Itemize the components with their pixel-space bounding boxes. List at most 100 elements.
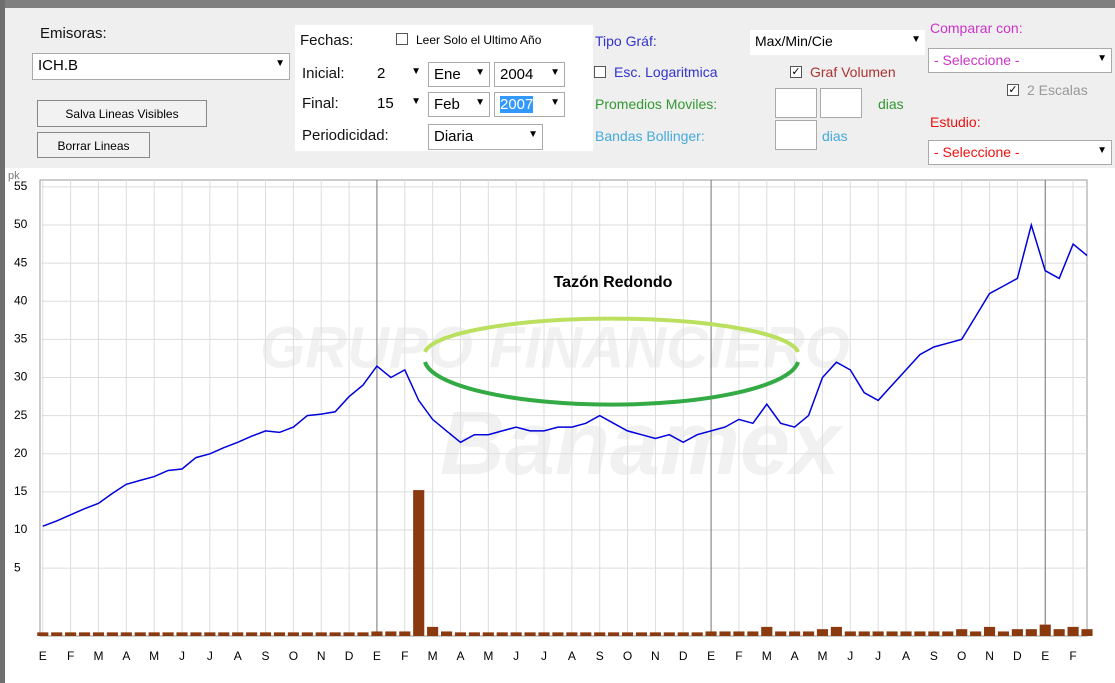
x-tick-label: E xyxy=(39,649,47,663)
x-tick-label: D xyxy=(345,649,354,663)
select-value: 2004 xyxy=(500,66,534,83)
volume-bar xyxy=(385,631,397,636)
select[interactable]: - Seleccione - ▼ xyxy=(928,140,1112,165)
input[interactable] xyxy=(775,88,817,118)
y-tick-label: 5 xyxy=(14,560,21,574)
select[interactable]: ICH.B ▼ xyxy=(32,53,290,80)
checkbox[interactable]: ✓ xyxy=(1007,84,1019,96)
checkbox[interactable]: ✓ xyxy=(790,66,802,78)
x-tick-label: N xyxy=(651,649,660,663)
x-tick-label: M xyxy=(149,649,159,663)
label: Fechas: xyxy=(300,32,354,49)
volume-bar xyxy=(218,632,230,636)
volume-bar xyxy=(900,631,912,636)
volume-bar xyxy=(621,632,634,636)
watermark: GRUPO FINANCIERO xyxy=(260,315,850,380)
volume-bar xyxy=(691,632,703,636)
button[interactable]: Salva Lineas Visibles xyxy=(37,100,207,127)
volume-bar xyxy=(663,632,675,636)
input[interactable] xyxy=(775,120,817,150)
select[interactable]: - Seleccione - ▼ xyxy=(928,48,1112,73)
volume-bar xyxy=(287,632,299,636)
checkbox[interactable] xyxy=(396,33,408,45)
x-tick-label: J xyxy=(541,649,547,663)
bowl-bottom xyxy=(423,361,800,407)
select-value: Diaria xyxy=(434,128,474,145)
x-tick-label: J xyxy=(207,649,213,663)
volume-bar xyxy=(482,632,494,636)
select[interactable]: 2004 ▼ xyxy=(494,62,565,87)
volume-bar xyxy=(162,632,174,636)
volume-bar xyxy=(580,632,592,636)
volume-bar xyxy=(1053,629,1065,636)
volume-bar xyxy=(510,632,522,636)
x-tick-label: E xyxy=(373,649,381,663)
label: Promedios Moviles: xyxy=(595,96,718,112)
x-tick-label: M xyxy=(428,649,438,663)
select[interactable]: Feb ▼ xyxy=(428,92,490,117)
volume-bar xyxy=(259,632,272,636)
volume-bar xyxy=(886,631,898,636)
button[interactable]: Borrar Lineas xyxy=(37,132,150,158)
volume-bar xyxy=(399,631,411,636)
bowl-top xyxy=(423,316,800,353)
x-tick-label: A xyxy=(568,649,576,663)
x-tick-label: E xyxy=(707,649,715,663)
select[interactable]: Diaria ▼ xyxy=(428,124,543,150)
volume-bar xyxy=(427,626,439,636)
x-tick-label: M xyxy=(817,649,827,663)
label: Periodicidad: xyxy=(302,127,389,144)
watermark: Banamex xyxy=(440,394,844,494)
x-tick-label: O xyxy=(289,649,298,663)
label: dias xyxy=(878,96,904,112)
x-tick-label: D xyxy=(679,649,688,663)
volume-bar xyxy=(594,632,606,636)
volume-bar xyxy=(649,632,661,636)
label: Final: xyxy=(302,95,339,112)
y-tick-label: 10 xyxy=(14,522,28,536)
volume-bar xyxy=(106,632,118,636)
x-tick-label: E xyxy=(1041,649,1049,663)
select[interactable]: 15 ▼ xyxy=(372,92,425,117)
volume-bar xyxy=(538,632,550,636)
volume-bar xyxy=(246,632,258,636)
input[interactable] xyxy=(820,88,862,118)
label: Graf Volumen xyxy=(810,64,896,80)
x-tick-label: A xyxy=(234,649,242,663)
label: Tipo Gráf: xyxy=(595,33,657,49)
x-tick-label: N xyxy=(985,649,994,663)
corner-label: pk xyxy=(8,170,20,182)
y-tick-label: 20 xyxy=(14,446,28,460)
y-tick-label: 15 xyxy=(14,484,28,498)
select[interactable]: 2007 ▼ xyxy=(494,92,565,117)
volume-bar xyxy=(65,632,77,636)
select-value: 2 xyxy=(377,65,386,82)
volume-bar xyxy=(329,632,341,636)
volume-bar xyxy=(1067,626,1079,636)
x-tick-label: O xyxy=(957,649,966,663)
x-tick-label: A xyxy=(902,649,910,663)
x-tick-label: S xyxy=(596,649,604,663)
x-tick-label: A xyxy=(791,649,799,663)
volume-bar xyxy=(78,632,91,636)
price-line xyxy=(42,222,1088,527)
volume-bar xyxy=(705,631,717,636)
volume-bar xyxy=(413,490,425,636)
volume-bar xyxy=(301,632,313,636)
volume-bar xyxy=(371,631,383,636)
select[interactable]: Ene ▼ xyxy=(428,62,490,87)
volume-bar xyxy=(51,632,63,636)
select[interactable]: 2 ▼ xyxy=(372,62,425,87)
x-tick-label: D xyxy=(1013,649,1022,663)
volume-bar xyxy=(914,631,926,636)
label: Estudio: xyxy=(930,114,981,130)
volume-bar xyxy=(997,631,1010,636)
x-tick-label: M xyxy=(483,649,493,663)
x-tick-label: J xyxy=(179,649,185,663)
x-tick-label: S xyxy=(930,649,938,663)
annotation: Tazón Redondo xyxy=(554,274,673,291)
volume-bar xyxy=(176,632,188,636)
checkbox[interactable] xyxy=(594,66,606,78)
volume-bar xyxy=(747,631,759,636)
select[interactable]: Max/Min/Cie ▼ xyxy=(750,30,925,55)
